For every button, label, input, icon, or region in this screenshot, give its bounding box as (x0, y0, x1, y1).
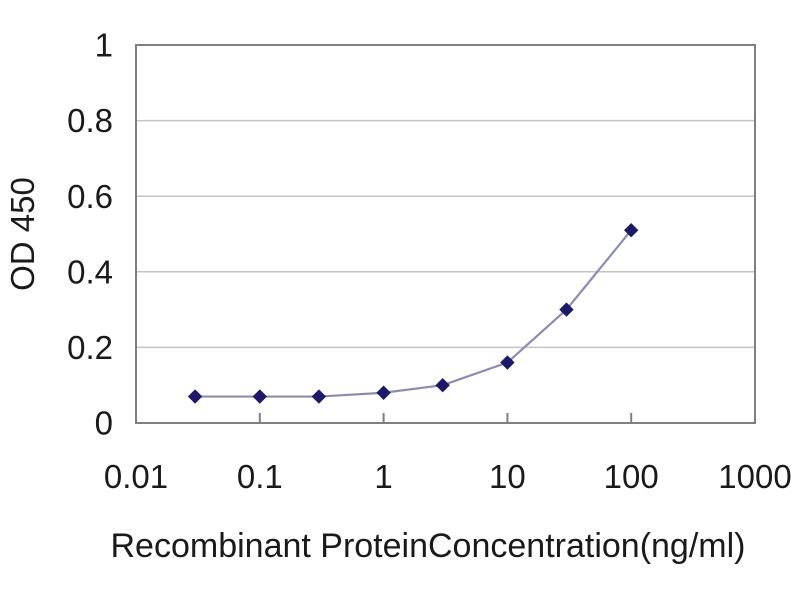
x-tick-label: 1 (374, 458, 392, 495)
data-point-marker (376, 385, 391, 400)
series-line (195, 229, 633, 398)
x-tick-label: 10 (489, 458, 526, 495)
y-axis-title: OD 450 (4, 177, 41, 291)
y-tick-label: 0.6 (67, 178, 113, 215)
plot-frame (135, 44, 756, 424)
x-tick-label: 100 (604, 458, 659, 495)
data-point-marker (500, 355, 515, 370)
data-point-marker (252, 389, 268, 404)
y-tick-label: 0.4 (67, 253, 113, 290)
data-point-marker (187, 389, 203, 404)
plot-background (136, 45, 755, 423)
data-point-marker (559, 302, 574, 317)
data-point-marker (435, 377, 450, 393)
chart-plot-area: 0.01 0.1 1 10 100 1000 0 0.2 0.4 0.6 0.8 1 (67, 27, 792, 495)
y-tick-label: 0.2 (67, 329, 113, 366)
x-tick-label: 0.01 (104, 458, 168, 495)
x-axis-title: Recombinant ProteinConcentration(ng/ml) (111, 527, 746, 565)
x-tick-label: 1000 (718, 458, 791, 495)
data-point-marker (623, 223, 639, 238)
y-tick-label: 0.8 (67, 102, 113, 139)
y-tick-label: 0 (95, 405, 113, 442)
y-tick-label: 1 (95, 27, 113, 64)
x-tick-label: 0.1 (237, 458, 283, 495)
data-point-marker (311, 389, 327, 404)
